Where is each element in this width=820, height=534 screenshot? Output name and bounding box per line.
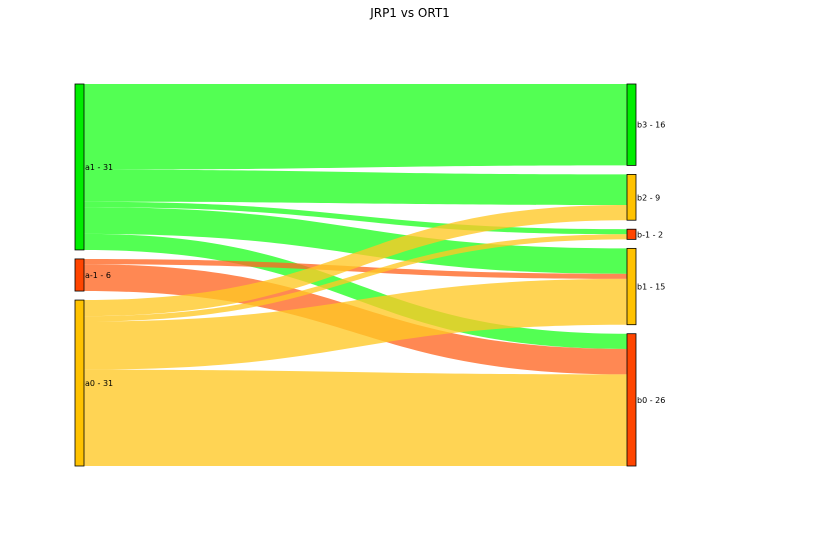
- flow-a0-to-b0: [84, 369, 627, 466]
- flow-a1-to-b-1: [84, 201, 627, 235]
- node-a1: [74, 83, 85, 251]
- node-label-b-1: b-1 - 2: [637, 230, 663, 239]
- flow-a-1-to-b1: [84, 258, 627, 279]
- node-b2: [626, 174, 637, 221]
- flows-layer: [84, 84, 627, 466]
- flow-a0-to-b2: [84, 204, 627, 317]
- node-b3: [626, 83, 637, 166]
- chart-title: JRP1 vs ORT1: [369, 6, 450, 20]
- node-label-a1: a1 - 31: [85, 163, 113, 172]
- node-label-b3: b3 - 16: [637, 121, 665, 130]
- node-b-1: [626, 228, 637, 240]
- node-a-1: [74, 258, 85, 292]
- flow-a1-to-b0: [84, 233, 627, 349]
- node-b0: [626, 333, 637, 467]
- node-label-b1: b1 - 15: [637, 283, 665, 292]
- nodes-layer: a1 - 31 a-1 - 6 a0 - 31 b3 - 16 b2 - 9 b-1 - …: [74, 83, 665, 467]
- node-label-a0: a0 - 31: [85, 379, 113, 388]
- node-b1: [626, 247, 637, 326]
- node-label-b0: b0 - 26: [637, 396, 665, 405]
- node-label-a-1: a-1 - 6: [85, 271, 111, 280]
- flow-a1-to-b3: [84, 84, 627, 170]
- node-a0: [74, 299, 85, 467]
- flow-a0-to-b1: [84, 278, 627, 370]
- flow-a1-to-b2: [84, 169, 627, 205]
- flow-a1-to-b1: [84, 207, 627, 274]
- flow-a0-to-b-1: [84, 234, 627, 322]
- node-label-b2: b2 - 9: [637, 193, 660, 202]
